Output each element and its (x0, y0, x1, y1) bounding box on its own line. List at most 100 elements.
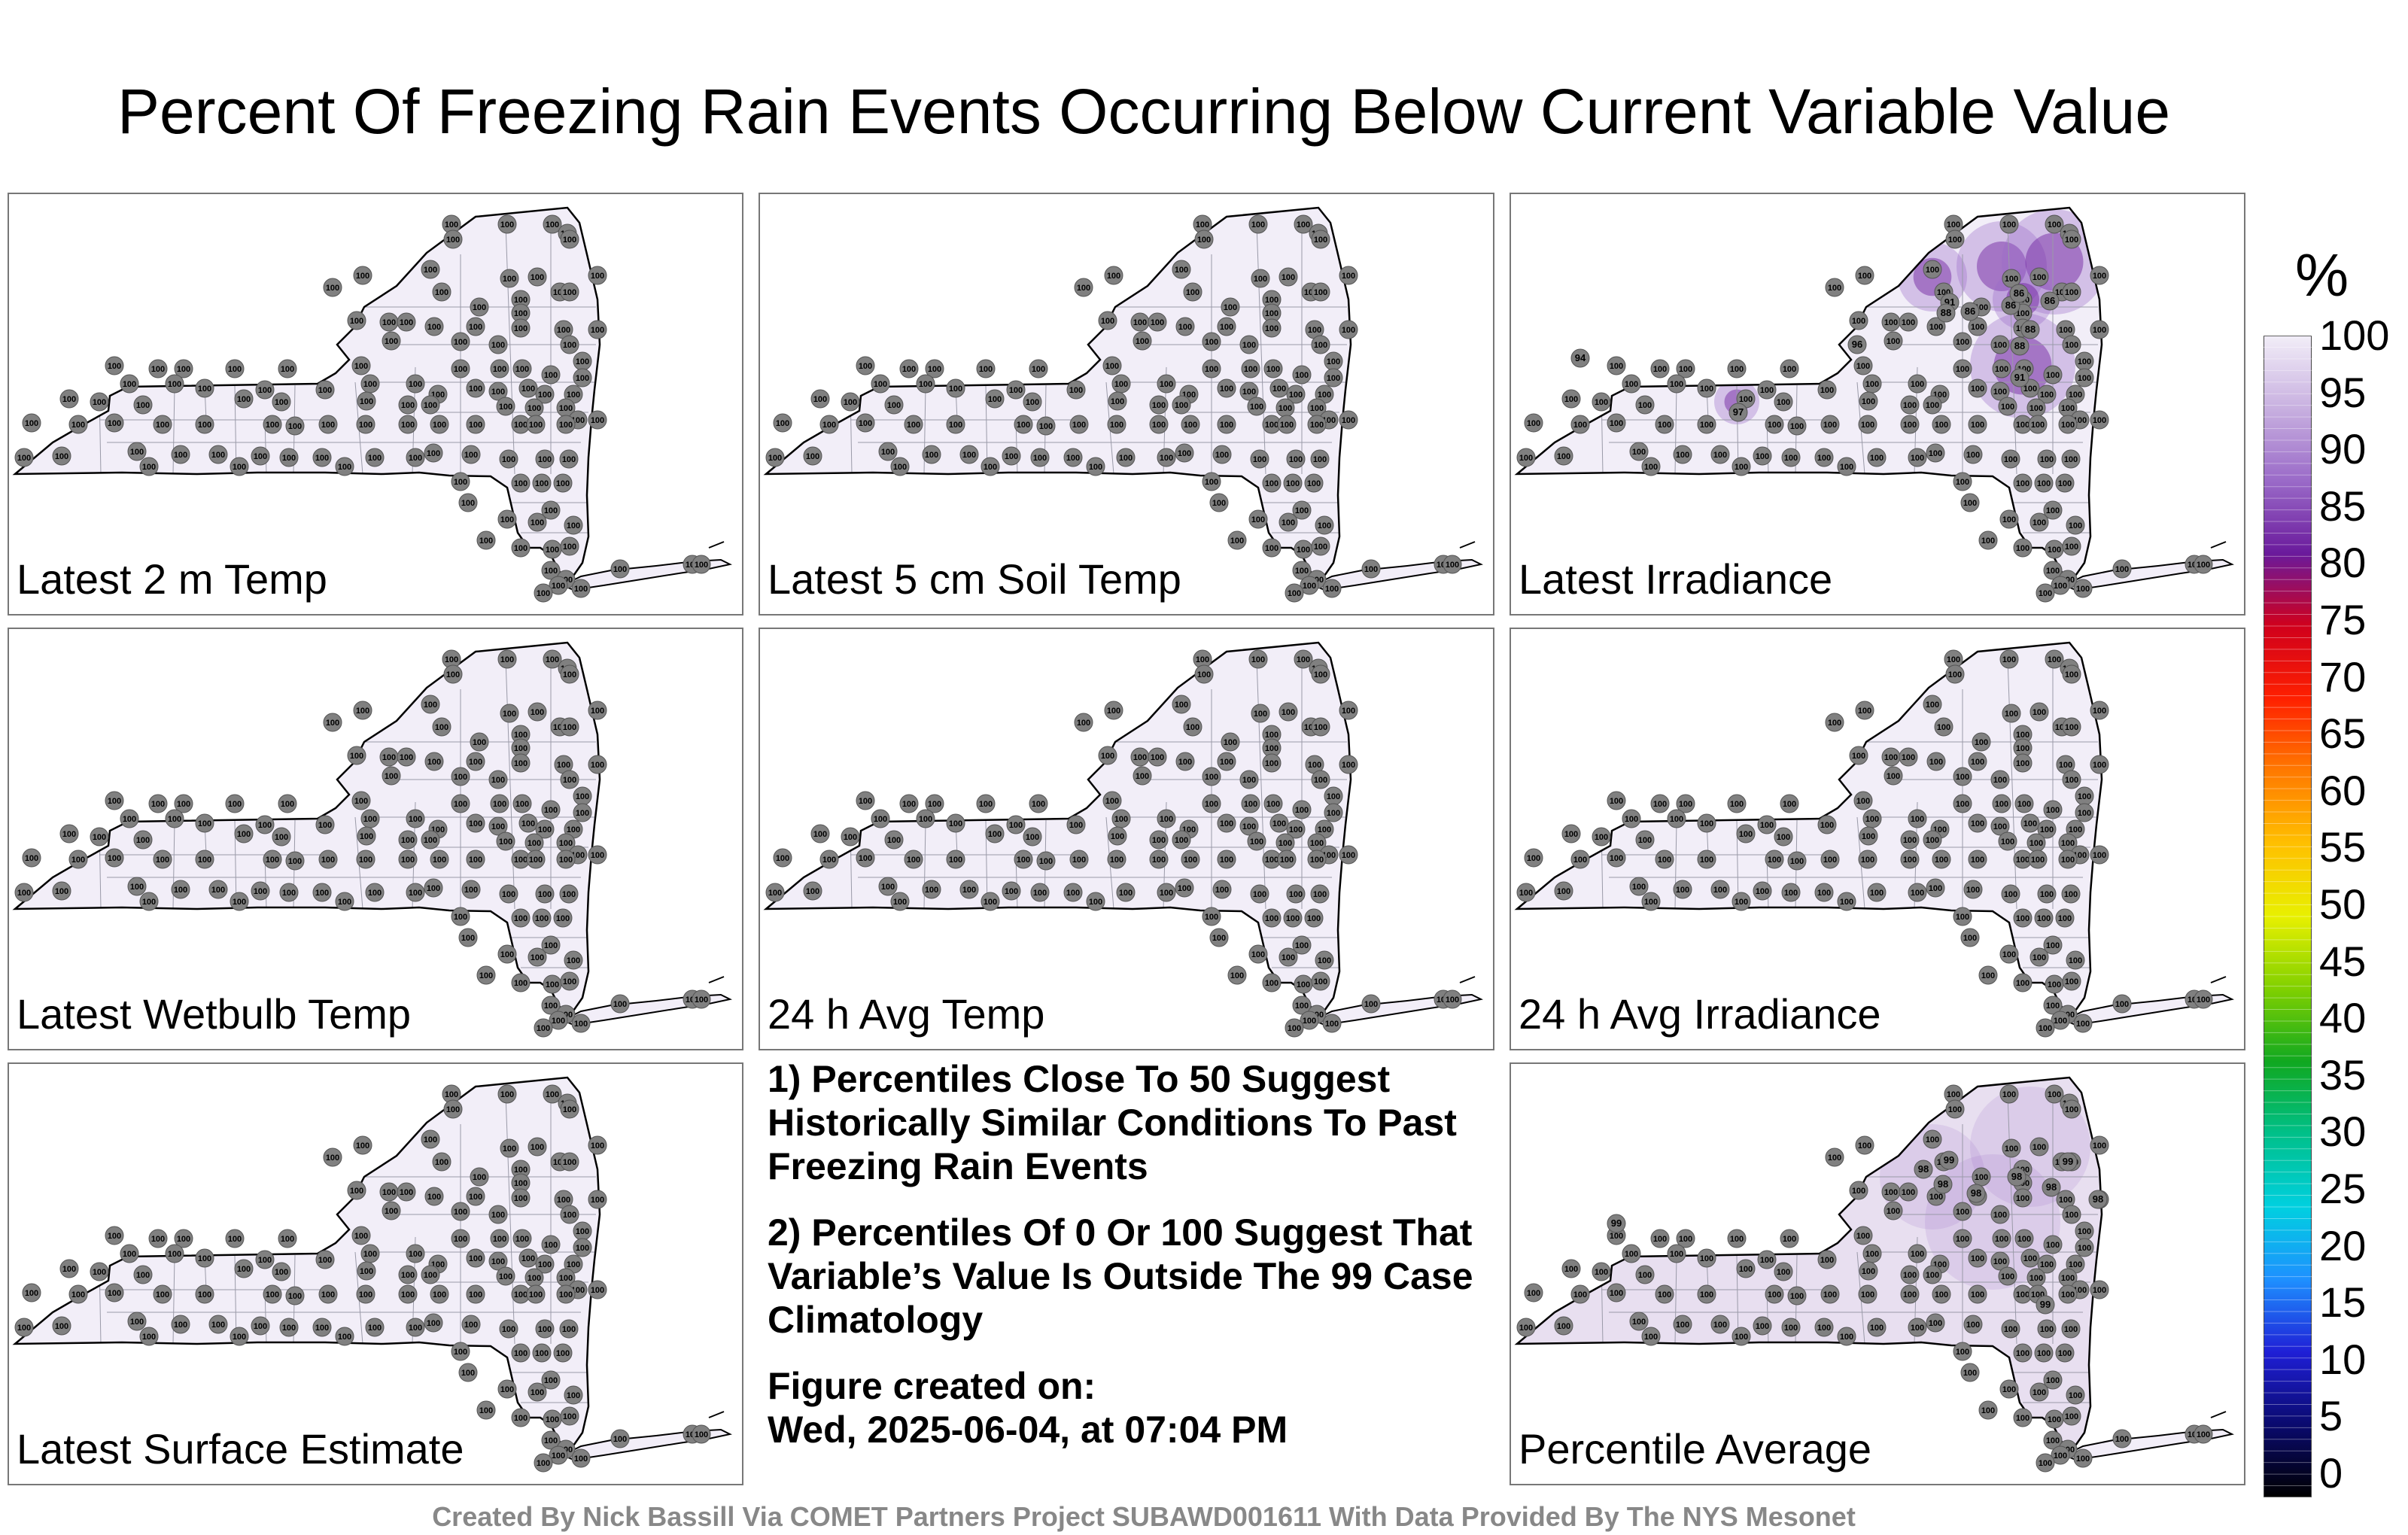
station-marker: 100 (1175, 317, 1195, 336)
station-value: 100 (500, 515, 514, 524)
station-marker: 100 (1862, 809, 1882, 828)
station-marker: 100 (560, 1152, 579, 1172)
station-value: 100 (514, 296, 528, 305)
station-value: 100 (514, 1194, 528, 1203)
station-value: 100 (469, 323, 482, 332)
station-marker: 100 (1932, 1284, 1951, 1304)
station-value: 100 (1297, 980, 1310, 989)
station-marker: 100 (195, 1248, 214, 1268)
colorbar-tick-label: 30 (2319, 1108, 2367, 1156)
station-value: 100 (1039, 422, 1053, 431)
station-marker: 100 (379, 312, 399, 332)
station-value: 100 (1026, 833, 1039, 842)
station-value: 100 (1929, 1319, 1942, 1328)
station-value: 100 (1519, 1324, 1533, 1333)
station-value: 100 (2093, 272, 2106, 281)
station-marker: 100 (512, 794, 532, 813)
station-marker: 100 (524, 398, 544, 418)
station-marker: 100 (1629, 1312, 1649, 1331)
station-marker: 100 (59, 1259, 79, 1278)
station-marker: 100 (1074, 713, 1093, 732)
station-value: 100 (1318, 521, 1331, 530)
station-marker: 100 (559, 1319, 579, 1339)
station-marker: 100 (195, 415, 214, 434)
station-marker: 100 (251, 881, 270, 901)
station-value: 100 (123, 815, 136, 824)
station-marker: 100 (1294, 974, 1313, 994)
station-value: 100 (2016, 309, 2029, 318)
station-marker: 100 (511, 1284, 531, 1304)
station-value: 100 (2093, 1286, 2106, 1295)
station-marker: 98 (2088, 1190, 2108, 1209)
station-marker: 100 (518, 1248, 538, 1268)
station-value: 100 (515, 1235, 529, 1244)
station-value: 100 (1265, 731, 1278, 740)
station-value: 100 (925, 886, 938, 895)
station-value: 100 (1327, 792, 1340, 801)
station-marker: 100 (1322, 579, 1342, 598)
station-marker: 100 (2013, 738, 2033, 758)
station-value: 100 (108, 419, 121, 428)
station-value: 100 (557, 761, 570, 770)
station-value: 100 (859, 854, 872, 863)
station-marker: 100 (2066, 385, 2085, 404)
station-value: 100 (576, 374, 589, 383)
station-marker: 100 (543, 1409, 562, 1429)
station-value: 100 (559, 404, 573, 413)
station-marker: 100 (1676, 794, 1695, 813)
station-marker: 100 (2013, 850, 2033, 869)
station-value: 100 (1017, 421, 1030, 430)
station-value: 100 (469, 819, 482, 828)
station-marker: 100 (511, 1343, 531, 1363)
station-marker: 100 (1269, 378, 1289, 398)
station-value: 100 (461, 934, 475, 943)
station-marker: 100 (1063, 883, 1083, 902)
station-value: 100 (556, 1349, 570, 1358)
station-marker: 100 (571, 1448, 591, 1468)
station-value: 100 (1564, 395, 1578, 404)
station-marker: 100 (1339, 266, 1358, 285)
station-marker: 100 (1667, 809, 1686, 828)
station-value: 100 (2065, 977, 2078, 986)
station-value: 100 (503, 710, 516, 719)
station-marker: 100 (2020, 1248, 2040, 1268)
station-value: 100 (538, 890, 552, 899)
station-value: 100 (1981, 1406, 1995, 1415)
station-marker: 100 (1732, 457, 1751, 476)
created-label: Figure created on: (768, 1365, 1096, 1407)
station-value: 100 (567, 521, 580, 530)
station-value: 100 (211, 451, 225, 460)
station-marker: 100 (511, 318, 531, 338)
station-value: 100 (768, 454, 782, 463)
station-value: 100 (2093, 326, 2106, 335)
station-value: 100 (2017, 1235, 2031, 1244)
station-value: 100 (544, 1002, 558, 1011)
station-value: 100 (1308, 761, 1321, 770)
station-value: 100 (1858, 1141, 1871, 1150)
station-marker: 100 (543, 214, 562, 234)
state-fill (15, 208, 600, 578)
station-value: 100 (1314, 776, 1327, 785)
station-value: 100 (123, 1250, 136, 1259)
station-value: 100 (446, 670, 460, 679)
station-marker: 100 (1849, 746, 1868, 765)
station-marker: 100 (535, 1319, 555, 1339)
station-marker: 100 (1263, 794, 1283, 813)
station-value: 100 (25, 854, 38, 863)
station-marker: 100 (451, 359, 470, 378)
station-marker: 100 (1339, 701, 1358, 720)
station-marker: 100 (1923, 830, 1942, 850)
station-value: 100 (2016, 1290, 2029, 1299)
station-value: 100 (806, 887, 819, 896)
station-value: 100 (454, 1208, 467, 1217)
station-marker: 100 (1262, 415, 1282, 434)
station-value: 100 (2040, 391, 2054, 400)
station-marker: 100 (2026, 1268, 2046, 1287)
station-marker: 100 (884, 395, 904, 415)
station-marker: 100 (1953, 1229, 1972, 1248)
station-value: 88 (2025, 324, 2036, 335)
station-marker: 100 (511, 303, 531, 323)
station-value: 100 (1242, 776, 1256, 785)
station-marker: 100 (225, 359, 245, 378)
station-value: 100 (988, 830, 1002, 839)
